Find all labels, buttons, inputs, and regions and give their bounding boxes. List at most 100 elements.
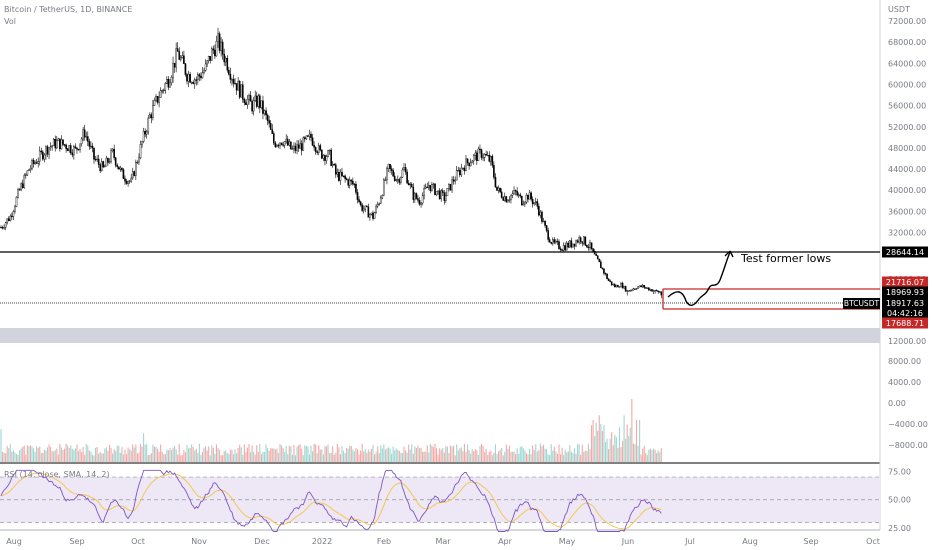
candle-body — [6, 218, 8, 223]
volume-bar — [194, 450, 196, 462]
volume-bar — [122, 454, 124, 462]
candle-body — [584, 236, 587, 246]
candle-body — [269, 123, 272, 130]
candle-body — [420, 202, 422, 205]
volume-bar — [601, 431, 603, 462]
volume-bar — [499, 449, 501, 462]
candle-body — [159, 90, 162, 98]
candle-body — [392, 170, 394, 177]
rsi-legend[interactable]: RSI (14, close, SMA, 14, 2) — [4, 470, 110, 479]
time-axis[interactable]: Aug Sep Oct Nov Dec 2022 Feb Mar Apr May Jun Jul Aug… — [6, 537, 880, 546]
candle-body — [153, 100, 156, 106]
annotation-text[interactable]: Test former lows — [740, 252, 831, 265]
candle-body — [128, 180, 131, 183]
volume-bar — [392, 446, 394, 462]
candle-body — [654, 289, 656, 292]
candle-body — [7, 218, 10, 222]
volume-bar — [620, 447, 622, 462]
rsi-tick-label: 75.00 — [888, 467, 911, 476]
volume-bar — [93, 455, 95, 462]
volume-bar — [490, 450, 492, 462]
volume-bars — [0, 399, 662, 462]
candle-body — [300, 143, 303, 151]
volume-axis[interactable]: 12000.00 8000.00 4000.00 0.00 −4000.00 −8000.… — [888, 337, 928, 450]
candle-body — [472, 155, 475, 162]
volume-bar — [653, 448, 655, 462]
candle-body — [12, 211, 15, 217]
candle-body — [445, 195, 447, 201]
candle-body — [575, 240, 577, 247]
volume-bar — [612, 445, 614, 462]
candle-body — [29, 168, 32, 170]
volume-bar — [535, 444, 537, 462]
volume-bar — [567, 451, 569, 462]
candle-body — [71, 152, 74, 156]
candle-body — [353, 183, 356, 185]
candle-body — [161, 90, 164, 92]
price-axis[interactable]: 72000.00 68000.00 64000.00 60000.00 56000.00… — [888, 17, 926, 284]
volume-bar — [437, 454, 439, 462]
candle-body — [373, 212, 376, 219]
volume-bar — [91, 454, 93, 462]
volume-bar — [381, 448, 383, 462]
volume-bar — [232, 454, 235, 462]
volume-bar — [327, 444, 329, 462]
candle-body — [56, 140, 58, 149]
candle-body — [57, 138, 60, 141]
volume-bar — [504, 451, 506, 462]
symbol-title[interactable]: Bitcoin / TetherUS, 1D, BINANCE — [4, 5, 132, 14]
price-volume-divider[interactable] — [0, 328, 880, 343]
candle-body — [192, 82, 195, 84]
volume-bar — [584, 450, 586, 462]
volume-bar — [293, 444, 295, 462]
candle-body — [502, 197, 505, 201]
volume-bar — [11, 451, 13, 462]
candle-body — [271, 129, 274, 134]
candle-body — [548, 239, 551, 243]
candle-body — [220, 41, 222, 51]
price-badge — [882, 297, 928, 309]
volume-legend[interactable]: Vol — [4, 17, 16, 26]
candle-body — [251, 101, 253, 112]
candle-body — [15, 197, 18, 207]
candle-body — [637, 286, 639, 289]
rsi-pane — [0, 469, 880, 532]
candle-body — [545, 225, 548, 231]
candle-body — [449, 184, 452, 191]
volume-bar — [632, 443, 634, 462]
volume-bar — [20, 448, 22, 462]
candle-body — [195, 79, 198, 81]
volume-bar — [85, 444, 87, 462]
volume-bar — [147, 455, 149, 462]
candle-body — [176, 48, 179, 52]
volume-bar — [366, 452, 368, 462]
candle-body — [516, 191, 518, 196]
rsi-axis[interactable]: 75.00 50.00 25.00 — [888, 467, 911, 533]
rsi-tick-label: 25.00 — [888, 524, 911, 533]
volume-bar — [330, 452, 332, 462]
volume-bar — [95, 447, 97, 462]
time-tick-label: Jun — [621, 537, 635, 546]
candle-body — [634, 288, 636, 290]
volume-bar — [479, 445, 481, 462]
volume-bar — [463, 443, 465, 462]
candle-body — [397, 179, 399, 181]
volume-bar — [405, 450, 407, 462]
candle-body — [245, 102, 247, 105]
volume-bar — [6, 445, 8, 462]
candle-body — [273, 133, 275, 144]
candle-body — [175, 48, 177, 68]
volume-bar — [42, 452, 44, 462]
candle-body — [231, 79, 233, 81]
volume-bar — [491, 455, 493, 462]
volume-bar — [65, 443, 67, 462]
candle-body — [366, 205, 368, 208]
candle-body — [564, 245, 566, 251]
volume-bar — [203, 447, 205, 462]
price-tick-label: 72000.00 — [888, 17, 926, 26]
volume-bar — [538, 450, 540, 462]
volume-bar — [649, 448, 651, 462]
candle-body — [620, 283, 622, 288]
volume-bar — [363, 451, 365, 462]
